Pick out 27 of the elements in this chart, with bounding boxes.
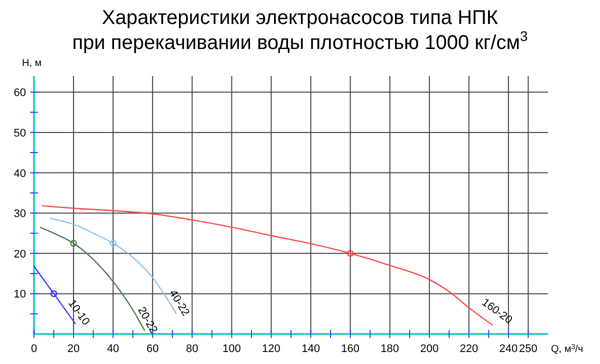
- y-axis-title: H, м: [22, 58, 42, 69]
- x-tick-label: 80: [186, 343, 198, 355]
- point: [50, 290, 58, 298]
- y-tick-label: 20: [14, 248, 26, 260]
- point: [346, 250, 354, 257]
- x-tick-label: 20: [67, 343, 80, 355]
- x-tick-label: 120: [262, 343, 280, 355]
- point: [110, 240, 116, 247]
- y-tick-label: 30: [14, 208, 26, 220]
- y-tick-label: 60: [14, 87, 26, 100]
- x-tick-label: 60: [146, 343, 159, 355]
- x-tick-label: 0: [30, 343, 38, 355]
- x-tick-label: 140: [302, 343, 320, 355]
- x-tick-label: 200: [420, 343, 439, 355]
- y-tick-label: 40: [14, 168, 26, 180]
- x-tick-label: 250: [519, 343, 538, 355]
- x-tick-label: 40: [106, 343, 120, 355]
- x-tick-label: 160: [341, 343, 360, 355]
- x-tick-label: 220: [460, 343, 478, 355]
- x-tick-label: 240: [499, 343, 518, 355]
- x-axis-title: Q, м$^{3}$/ч: [551, 344, 584, 355]
- chart-title: Характеристики электронасосов типа НПК при перекачивании воды плотностью 1000 кг/см$^{3}$: [72, 7, 528, 54]
- y-tick-label: 50: [14, 127, 26, 140]
- x-tick-label: 100: [222, 343, 241, 355]
- point: [70, 240, 77, 247]
- x-tick-label: 180: [380, 343, 400, 355]
- y-tick-label: 10: [14, 288, 26, 301]
